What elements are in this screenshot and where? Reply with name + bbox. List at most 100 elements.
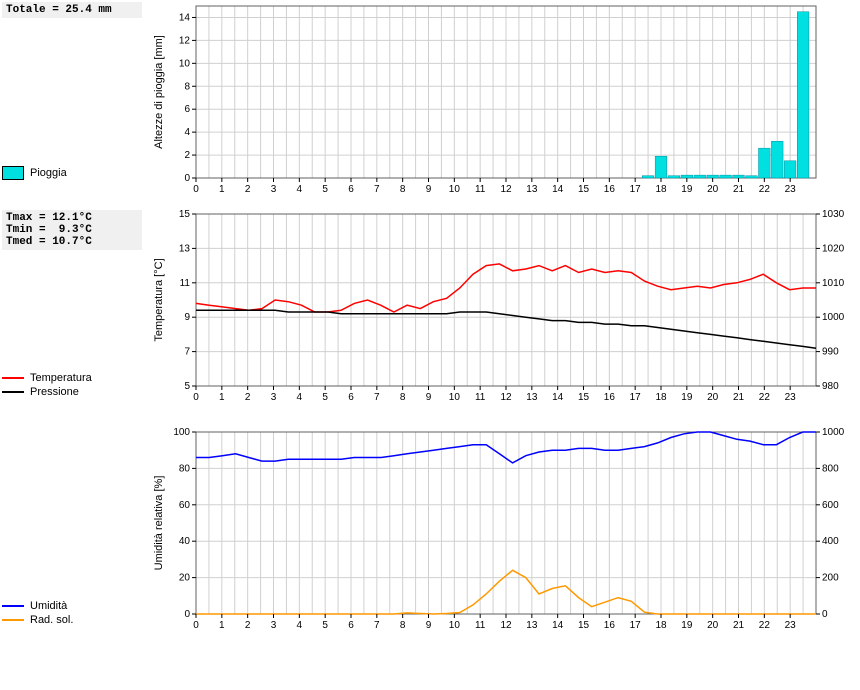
temp-press-chart: 5791113159809901000101010201030012345678… [146, 210, 846, 420]
svg-text:2: 2 [245, 392, 251, 403]
svg-text:11: 11 [475, 392, 486, 403]
svg-text:11: 11 [180, 278, 191, 289]
svg-text:19: 19 [681, 184, 693, 195]
svg-text:7: 7 [184, 347, 190, 358]
svg-text:17: 17 [630, 620, 642, 631]
svg-text:14: 14 [552, 392, 564, 403]
svg-text:8: 8 [400, 392, 406, 403]
legend-line [2, 605, 24, 607]
svg-text:8: 8 [400, 184, 406, 195]
svg-text:400: 400 [822, 536, 839, 547]
svg-text:23: 23 [785, 184, 797, 195]
svg-text:13: 13 [526, 620, 538, 631]
svg-text:12: 12 [500, 184, 512, 195]
svg-text:12: 12 [500, 392, 512, 403]
svg-text:40: 40 [179, 536, 191, 547]
svg-text:11: 11 [475, 620, 486, 631]
svg-text:0: 0 [184, 173, 190, 184]
svg-text:18: 18 [655, 392, 667, 403]
svg-text:15: 15 [179, 210, 191, 220]
svg-text:13: 13 [526, 184, 538, 195]
svg-text:1000: 1000 [822, 428, 845, 438]
info-box: Tmax = 12.1°C Tmin = 9.3°C Tmed = 10.7°C [2, 210, 142, 250]
svg-text:19: 19 [681, 392, 693, 403]
svg-text:20: 20 [707, 392, 719, 403]
svg-text:7: 7 [374, 184, 380, 195]
svg-text:5: 5 [184, 381, 190, 392]
svg-text:1030: 1030 [822, 210, 845, 220]
svg-text:22: 22 [759, 620, 771, 631]
svg-text:1020: 1020 [822, 243, 845, 254]
svg-text:21: 21 [733, 392, 745, 403]
svg-text:10: 10 [179, 58, 191, 69]
svg-text:16: 16 [604, 620, 616, 631]
svg-text:14: 14 [179, 12, 191, 23]
svg-text:21: 21 [733, 620, 745, 631]
svg-text:13: 13 [179, 243, 191, 254]
hum-rad-panel: UmiditàRad. sol.020406080100020040060080… [2, 428, 858, 648]
svg-text:20: 20 [707, 184, 719, 195]
legend-line [2, 377, 24, 379]
legend-swatch [2, 166, 24, 180]
svg-text:22: 22 [759, 392, 771, 403]
svg-text:5: 5 [322, 620, 328, 631]
svg-text:6: 6 [348, 184, 354, 195]
svg-text:11: 11 [475, 184, 486, 195]
legend-item: Temperatura [2, 372, 142, 384]
svg-text:1000: 1000 [822, 312, 845, 323]
svg-text:0: 0 [193, 620, 199, 631]
svg-text:17: 17 [630, 184, 642, 195]
legend-label: Rad. sol. [30, 614, 73, 626]
svg-text:15: 15 [578, 620, 590, 631]
svg-text:5: 5 [322, 392, 328, 403]
rain-chart: 0246810121401234567891011121314151617181… [146, 2, 846, 202]
svg-text:980: 980 [822, 381, 839, 392]
svg-text:18: 18 [655, 184, 667, 195]
svg-text:12: 12 [179, 35, 191, 46]
svg-text:3: 3 [271, 184, 277, 195]
rain-panel: Totale = 25.4 mmPioggia02468101214012345… [2, 2, 858, 202]
svg-text:7: 7 [374, 392, 380, 403]
legend-label: Pressione [30, 386, 79, 398]
svg-text:1010: 1010 [822, 278, 845, 289]
svg-text:1: 1 [219, 184, 225, 195]
svg-text:6: 6 [184, 104, 190, 115]
svg-text:0: 0 [184, 609, 190, 620]
svg-text:Altezze di pioggia [mm]: Altezze di pioggia [mm] [153, 35, 165, 149]
svg-text:0: 0 [193, 184, 199, 195]
svg-text:Umidità relativa [%]: Umidità relativa [%] [153, 476, 165, 571]
svg-text:7: 7 [374, 620, 380, 631]
svg-text:3: 3 [271, 620, 277, 631]
svg-text:0: 0 [822, 609, 828, 620]
legend-line [2, 391, 24, 393]
svg-text:10: 10 [449, 392, 461, 403]
svg-text:800: 800 [822, 463, 839, 474]
legend-label: Temperatura [30, 372, 92, 384]
svg-text:19: 19 [681, 620, 693, 631]
svg-text:15: 15 [578, 392, 590, 403]
svg-text:2: 2 [245, 620, 251, 631]
svg-text:6: 6 [348, 392, 354, 403]
svg-text:Temperatura [°C]: Temperatura [°C] [153, 258, 165, 341]
svg-text:2: 2 [184, 150, 190, 161]
legend-label: Pioggia [30, 167, 67, 179]
hum-rad-chart: 0204060801000200400600800100001234567891… [146, 428, 846, 648]
svg-text:16: 16 [604, 392, 616, 403]
svg-text:13: 13 [526, 392, 538, 403]
legend-item: Pioggia [2, 166, 142, 180]
svg-text:10: 10 [449, 620, 461, 631]
info-box: Totale = 25.4 mm [2, 2, 142, 18]
svg-text:990: 990 [822, 347, 839, 358]
svg-text:23: 23 [785, 392, 797, 403]
svg-text:4: 4 [297, 184, 303, 195]
svg-text:14: 14 [552, 184, 564, 195]
svg-text:80: 80 [179, 463, 191, 474]
legend-item: Pressione [2, 386, 142, 398]
svg-text:200: 200 [822, 573, 839, 584]
svg-text:22: 22 [759, 184, 771, 195]
svg-text:2: 2 [245, 184, 251, 195]
svg-text:20: 20 [707, 620, 719, 631]
svg-text:4: 4 [297, 620, 303, 631]
svg-text:10: 10 [449, 184, 461, 195]
svg-text:100: 100 [173, 428, 190, 438]
